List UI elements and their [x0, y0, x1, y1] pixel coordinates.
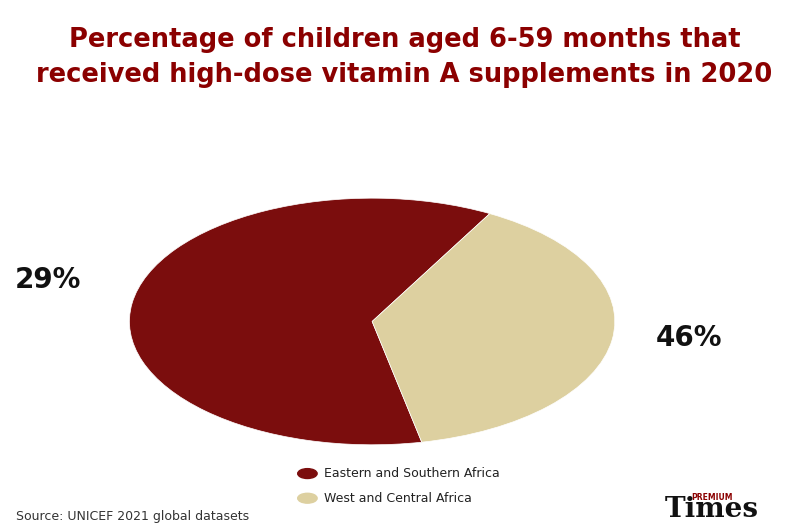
Wedge shape [129, 198, 489, 445]
Text: 29%: 29% [15, 266, 81, 295]
Circle shape [298, 469, 317, 479]
Text: 46%: 46% [655, 324, 722, 352]
Circle shape [298, 493, 317, 503]
Text: PREMIUM: PREMIUM [691, 493, 733, 502]
Text: Times: Times [665, 496, 759, 523]
Text: Percentage of children aged 6-59 months that
received high-dose vitamin A supple: Percentage of children aged 6-59 months … [36, 27, 773, 89]
Text: Source: UNICEF 2021 global datasets: Source: UNICEF 2021 global datasets [16, 510, 249, 523]
Text: West and Central Africa: West and Central Africa [324, 492, 472, 505]
Wedge shape [372, 213, 615, 442]
Text: Eastern and Southern Africa: Eastern and Southern Africa [324, 467, 499, 480]
